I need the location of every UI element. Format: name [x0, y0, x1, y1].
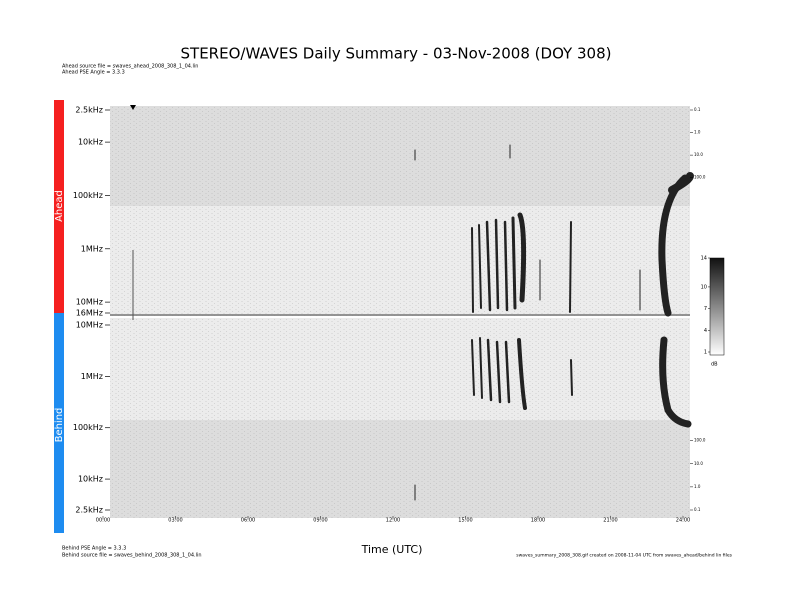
panel-bar — [54, 313, 64, 533]
note: Behind source file = swaves_behind_2008_… — [62, 553, 202, 559]
note: swaves_summary_2008_308.gif created on 2… — [516, 553, 732, 559]
y-tick-label: 100kHz — [73, 423, 103, 432]
y-tick-label: 10MHz — [76, 321, 103, 330]
band — [110, 420, 690, 518]
x-tick-label: 21:00 — [603, 518, 617, 524]
x-tick-label: 00:00 — [96, 518, 110, 524]
y2-tick-label: 10.0 — [694, 152, 703, 157]
title: STEREO/WAVES Daily Summary - 03-Nov-2008… — [181, 45, 612, 63]
y2-tick-label: 1.0 — [694, 130, 701, 135]
y2-tick-label: 0.1 — [694, 507, 701, 512]
colorbar-tick-label: 14 — [701, 256, 707, 262]
panel-label: Ahead — [54, 190, 65, 222]
y-tick-label: 1MHz — [81, 372, 103, 381]
colorbar — [709, 257, 725, 356]
y2-tick-label: 0.1 — [694, 107, 701, 112]
colorbar-label: dB — [711, 362, 718, 368]
gap — [110, 316, 690, 318]
y2-tick-label: 1.0 — [694, 484, 701, 489]
x-tick-label: 06:00 — [241, 518, 255, 524]
y-tick-label: 100kHz — [73, 191, 103, 200]
y-tick-label: 16MHz — [76, 309, 103, 318]
colorbar-tick-label: 1 — [704, 350, 707, 356]
bursts-ahead — [414, 144, 694, 317]
x-tick-label: 15:00 — [458, 518, 472, 524]
panel-bar — [54, 100, 64, 313]
x-axis-label: Time (UTC) — [361, 543, 423, 556]
marker — [130, 105, 136, 110]
y2-tick-label: 10.0 — [694, 461, 703, 466]
y2-tick-label: 100.0 — [694, 438, 706, 443]
bursts-behind — [414, 336, 692, 501]
x-tick-label: 09:00 — [313, 518, 327, 524]
colorbar-tick-label: 4 — [704, 328, 707, 334]
y-tick-label: 10kHz — [78, 475, 103, 484]
y-tick-label: 2.5kHz — [75, 106, 103, 115]
band — [110, 106, 690, 206]
note: Behind PSE Angle = 3.3.3 — [62, 546, 126, 552]
y-tick-label: 1MHz — [81, 244, 103, 253]
colorbar-tick-label: 7 — [704, 306, 707, 312]
x-tick-label: 18:00 — [531, 518, 545, 524]
x-tick-label: 12:00 — [386, 518, 400, 524]
y-tick-label: 10MHz — [76, 298, 103, 307]
spectrogram-bg — [110, 106, 690, 518]
y2-tick-label: 100.0 — [694, 175, 706, 180]
panel-label: Behind — [54, 408, 65, 443]
x-tick-label: 24:00 — [676, 518, 690, 524]
colorbar-tick-label: 10 — [701, 284, 707, 290]
y-tick-label: 10kHz — [78, 138, 103, 147]
note: Ahead PSE Angle = 3.3.3 — [62, 70, 125, 76]
note: Ahead source file = swaves_ahead_2008_30… — [62, 64, 198, 70]
x-tick-label: 03:00 — [168, 518, 182, 524]
y-tick-label: 2.5kHz — [75, 506, 103, 515]
